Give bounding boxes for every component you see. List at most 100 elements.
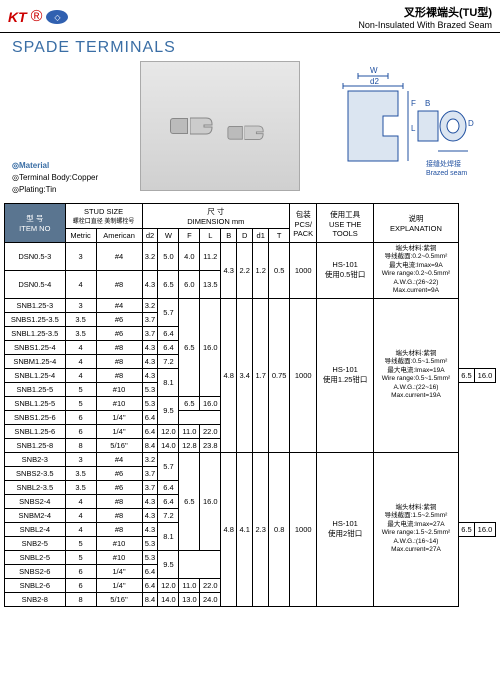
cell: 8.4 <box>142 592 158 606</box>
th-expl: 说明EXPLANATION <box>373 204 458 243</box>
th-american: American <box>96 229 142 243</box>
cell: 4.8 <box>221 452 237 606</box>
cell: SNBL1.25-3.5 <box>5 326 66 340</box>
cell: 4.1 <box>237 452 253 606</box>
cell: SNB1.25-3 <box>5 298 66 312</box>
table-head: 型 号ITEM NO STUD SIZE螺栓口直径 美制螺栓号 尺 寸DIMEN… <box>5 204 496 243</box>
th-d1: d1 <box>253 229 269 243</box>
cell: SNB1.25-5 <box>5 382 66 396</box>
cell: 8 <box>65 438 96 452</box>
cell: #6 <box>96 480 142 494</box>
cell: 1000 <box>290 452 317 606</box>
th-stud: STUD SIZE螺栓口直径 美制螺栓号 <box>65 204 142 229</box>
cell: 3.2 <box>142 243 158 271</box>
th-t: T <box>269 229 290 243</box>
cell: 24.0 <box>200 592 221 606</box>
cell: 16.0 <box>200 396 221 410</box>
th-item: 型 号ITEM NO <box>5 204 66 243</box>
cell: SNB2-5 <box>5 536 66 550</box>
cell: 14.0 <box>158 438 179 452</box>
cell: #8 <box>96 508 142 522</box>
cell: #4 <box>96 452 142 466</box>
cell: 11.2 <box>200 243 221 271</box>
cell: 12.0 <box>158 424 179 438</box>
cell: 2.2 <box>237 243 253 299</box>
th-dim: 尺 寸DIMENSION mm <box>142 204 290 229</box>
cell: 22.0 <box>200 578 221 592</box>
cell: 3.7 <box>142 466 158 480</box>
th-metric: Metric <box>65 229 96 243</box>
cell: 14.0 <box>158 592 179 606</box>
material-heading: ◎Material <box>12 161 132 170</box>
cell: 6.5 <box>158 270 179 298</box>
th-w: W <box>158 229 179 243</box>
th-d: D <box>237 229 253 243</box>
page-title: SPADE TERMINALS <box>0 33 500 61</box>
cell: 3.5 <box>65 480 96 494</box>
cell: 3.7 <box>142 480 158 494</box>
dim-d2: d2 <box>370 77 379 86</box>
cell: 6.5 <box>179 298 200 396</box>
cell: 5.0 <box>158 243 179 271</box>
material-block: ◎Material ◎Terminal Body:Copper ◎Plating… <box>12 61 132 197</box>
cell: 6 <box>65 564 96 578</box>
title-cn: 叉形裸端头(TU型) <box>358 4 492 20</box>
cell: 4.3 <box>221 243 237 299</box>
cell: SNBL2-5 <box>5 550 66 564</box>
cell: 3.5 <box>65 312 96 326</box>
cell: 1000 <box>290 298 317 452</box>
cell: SNB2-8 <box>5 592 66 606</box>
cell: #10 <box>96 550 142 564</box>
product-photo <box>140 61 300 191</box>
cell: SNB2-3 <box>5 452 66 466</box>
spade-icon-small <box>227 123 266 142</box>
th-tool: 使用工具USE THE TOOLS <box>317 204 374 243</box>
cell: 16.0 <box>474 368 495 382</box>
cell: 1/4'' <box>96 578 142 592</box>
cell: 6.4 <box>142 564 158 578</box>
cell: HS-101 使用1.25钳口 <box>317 298 374 452</box>
cell: 4 <box>65 508 96 522</box>
cell: SNBM1.25-4 <box>5 354 66 368</box>
cell: SNBL2-3.5 <box>5 480 66 494</box>
cell: SNBS1.25-6 <box>5 410 66 424</box>
cell: 3.7 <box>142 326 158 340</box>
cell: 5 <box>65 396 96 410</box>
table-row: SNB2-33#43.25.76.516.04.84.12.30.81000HS… <box>5 452 496 466</box>
logo-dot: ® <box>31 8 43 26</box>
cell: 端头材料:紫铜 导线截面:0.5~1.5mm² 最大电流:Imax=19A Wi… <box>373 298 458 452</box>
cell: 8.1 <box>158 368 179 396</box>
cell: 端头材料:紫铜 导线截面:1.5~2.5mm² 最大电流:Imax=27A Wi… <box>373 452 458 606</box>
brazed-cn: 接缝处焊接 <box>426 159 461 168</box>
cell: 8.4 <box>142 438 158 452</box>
cell: 5.3 <box>142 536 158 550</box>
cell: 1/4'' <box>96 424 142 438</box>
cell: DSN0.5-4 <box>5 270 66 298</box>
material-plating: ◎Plating:Tin <box>12 185 132 194</box>
cell: 16.0 <box>474 522 495 536</box>
cell: SNBS2-4 <box>5 494 66 508</box>
cell: 3 <box>65 298 96 312</box>
cell: 4 <box>65 354 96 368</box>
cell: 4 <box>65 522 96 536</box>
table-row: DSN0.5-33#43.25.04.011.24.32.21.20.51000… <box>5 243 496 271</box>
cell: 4 <box>65 368 96 382</box>
cell: 6.0 <box>179 270 200 298</box>
table-row: SNB1.25-33#43.25.76.516.04.83.41.70.7510… <box>5 298 496 312</box>
cell: 1.2 <box>253 243 269 299</box>
dim-b: B <box>425 99 430 108</box>
cell: 6.4 <box>158 340 179 354</box>
cell: SNBM2-4 <box>5 508 66 522</box>
cell: 6.5 <box>179 396 200 410</box>
cell: 6 <box>65 410 96 424</box>
cell: SNBL2-6 <box>5 578 66 592</box>
cell: #4 <box>96 243 142 271</box>
cell: #8 <box>96 340 142 354</box>
cell: HS-101 使用0.5钳口 <box>317 243 374 299</box>
th-d2: d2 <box>142 229 158 243</box>
logo-oval: ◇ <box>46 10 68 24</box>
cell: 16.0 <box>200 452 221 550</box>
cell: 5 <box>65 382 96 396</box>
cell: #10 <box>96 382 142 396</box>
cell: 8 <box>65 592 96 606</box>
